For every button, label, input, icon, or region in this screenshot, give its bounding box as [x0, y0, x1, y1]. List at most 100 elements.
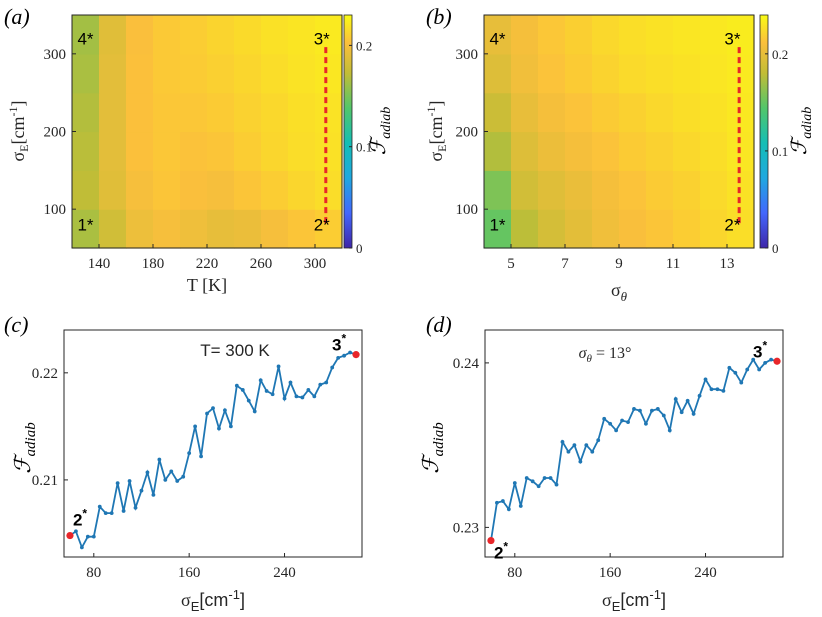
- data-point: [103, 511, 108, 515]
- data-point: [703, 377, 708, 382]
- heatmap-cell: [180, 131, 208, 171]
- data-point: [294, 394, 299, 399]
- heatmap-cell: [153, 92, 181, 133]
- panel-c-title: T= 300 K: [200, 341, 270, 360]
- data-point: [739, 380, 744, 385]
- heatmap-cell: [315, 53, 343, 94]
- data-point: [626, 420, 630, 425]
- panel-b-xlabel: σθ: [611, 280, 628, 304]
- xtick-label: 13: [720, 256, 735, 272]
- data-point: [745, 367, 750, 372]
- data-point: [187, 451, 192, 456]
- data-point: [596, 438, 601, 443]
- heatmap-cell: [646, 53, 674, 94]
- xtick-label: 240: [694, 565, 717, 581]
- data-point: [679, 410, 684, 415]
- heatmap-cell: [538, 92, 566, 133]
- heatmap-cell: [99, 209, 127, 249]
- data-point: [691, 411, 696, 416]
- xtick-label: 9: [615, 256, 623, 272]
- data-point: [572, 443, 577, 448]
- heatmap-cell: [207, 209, 235, 249]
- heatmap-cell: [727, 131, 755, 171]
- data-point: [655, 407, 660, 411]
- heatmap-cell: [538, 53, 566, 94]
- heatmap-cell: [538, 131, 566, 171]
- ytick-label: 100: [456, 202, 479, 218]
- heatmap-cell: [234, 53, 262, 94]
- heatmap-cell: [261, 92, 289, 133]
- panel-b-colorbar-ticks: 0 0.1 0.2: [765, 47, 788, 256]
- colorbar-tick-label: 0: [356, 241, 363, 256]
- data-point: [644, 421, 648, 426]
- panel-a-heatmap: (a) 4* 3* 1* 2* 140 180 220 260 300 100 200 300 T…: [4, 4, 394, 295]
- xtick-label: 5: [507, 256, 515, 272]
- panel-c-yticks: 0.21 0.22: [32, 366, 68, 489]
- heatmap-cell: [234, 209, 262, 249]
- data-point: [157, 457, 162, 462]
- panel-d-endpoints: 2* 3*: [487, 338, 781, 563]
- point-marker-label: 1*: [489, 216, 505, 235]
- data-point: [632, 407, 636, 411]
- ytick-label: 0.22: [32, 366, 58, 382]
- heatmap-cell: [646, 209, 674, 249]
- heatmap-cell: [180, 92, 208, 133]
- point-marker-label: 3*: [314, 29, 330, 48]
- heatmap-cell: [234, 170, 262, 210]
- data-point: [163, 478, 168, 482]
- data-point: [733, 370, 738, 375]
- data-point: [530, 479, 535, 484]
- heatmap-cell: [592, 209, 620, 249]
- data-point: [685, 398, 690, 403]
- heatmap-cell: [700, 53, 728, 94]
- heatmap-cell: [315, 92, 343, 133]
- panel-b-heatmap: (b) 4* 3* 1* 2* 5 7 9 11 13 100 200 300 σθ σE[cm-…: [424, 4, 815, 304]
- endpoint-marker: [66, 531, 74, 540]
- heatmap-cell: [153, 131, 181, 171]
- panel-d-label: (d): [426, 312, 452, 337]
- heatmap-cell: [592, 131, 620, 171]
- heatmap-cell: [673, 170, 701, 210]
- data-point: [79, 545, 84, 550]
- panel-d-xticks: 80 160 240: [507, 553, 717, 581]
- heatmap-cell: [619, 131, 647, 171]
- heatmap-cell: [646, 170, 674, 210]
- panel-b-colorbar: [759, 14, 769, 249]
- heatmap-cell: [673, 15, 701, 55]
- ytick-label: 300: [456, 47, 479, 63]
- heatmap-cell: [511, 131, 539, 171]
- heatmap-cell: [72, 53, 100, 94]
- heatmap-cell: [99, 92, 127, 133]
- data-point: [330, 365, 335, 370]
- colorbar-tick-label: 0.2: [772, 47, 788, 62]
- heatmap-cell: [261, 131, 289, 171]
- heatmap-cell: [180, 53, 208, 94]
- xtick-label: 180: [142, 256, 165, 272]
- data-point: [252, 409, 257, 414]
- data-point: [727, 365, 732, 370]
- data-point: [258, 378, 263, 383]
- data-point: [246, 398, 251, 403]
- ytick-label: 0.21: [32, 473, 58, 489]
- data-point: [97, 504, 102, 509]
- xtick-label: 240: [273, 565, 296, 581]
- panel-a-yticks: 100 200 300: [44, 47, 76, 218]
- data-point: [512, 481, 517, 485]
- data-point: [709, 387, 714, 392]
- panel-d-xlabel: σE[cm-1]: [602, 587, 666, 614]
- colorbar-tick-label: 0.1: [772, 144, 788, 159]
- data-point: [74, 529, 78, 534]
- heatmap-cell: [646, 131, 674, 171]
- panel-c-frame: [63, 329, 363, 558]
- data-point: [199, 454, 203, 459]
- data-point: [151, 492, 156, 497]
- data-point: [608, 421, 613, 426]
- panel-d-yticks: 0.23 0.24: [453, 356, 489, 536]
- heatmap-cell: [315, 170, 343, 210]
- heatmap-cell: [153, 209, 181, 249]
- heatmap-cell: [673, 92, 701, 133]
- ytick-label: 0.24: [453, 356, 480, 372]
- heatmap-cell: [565, 15, 593, 55]
- panel-d-frame: [484, 329, 784, 558]
- data-point: [211, 406, 215, 411]
